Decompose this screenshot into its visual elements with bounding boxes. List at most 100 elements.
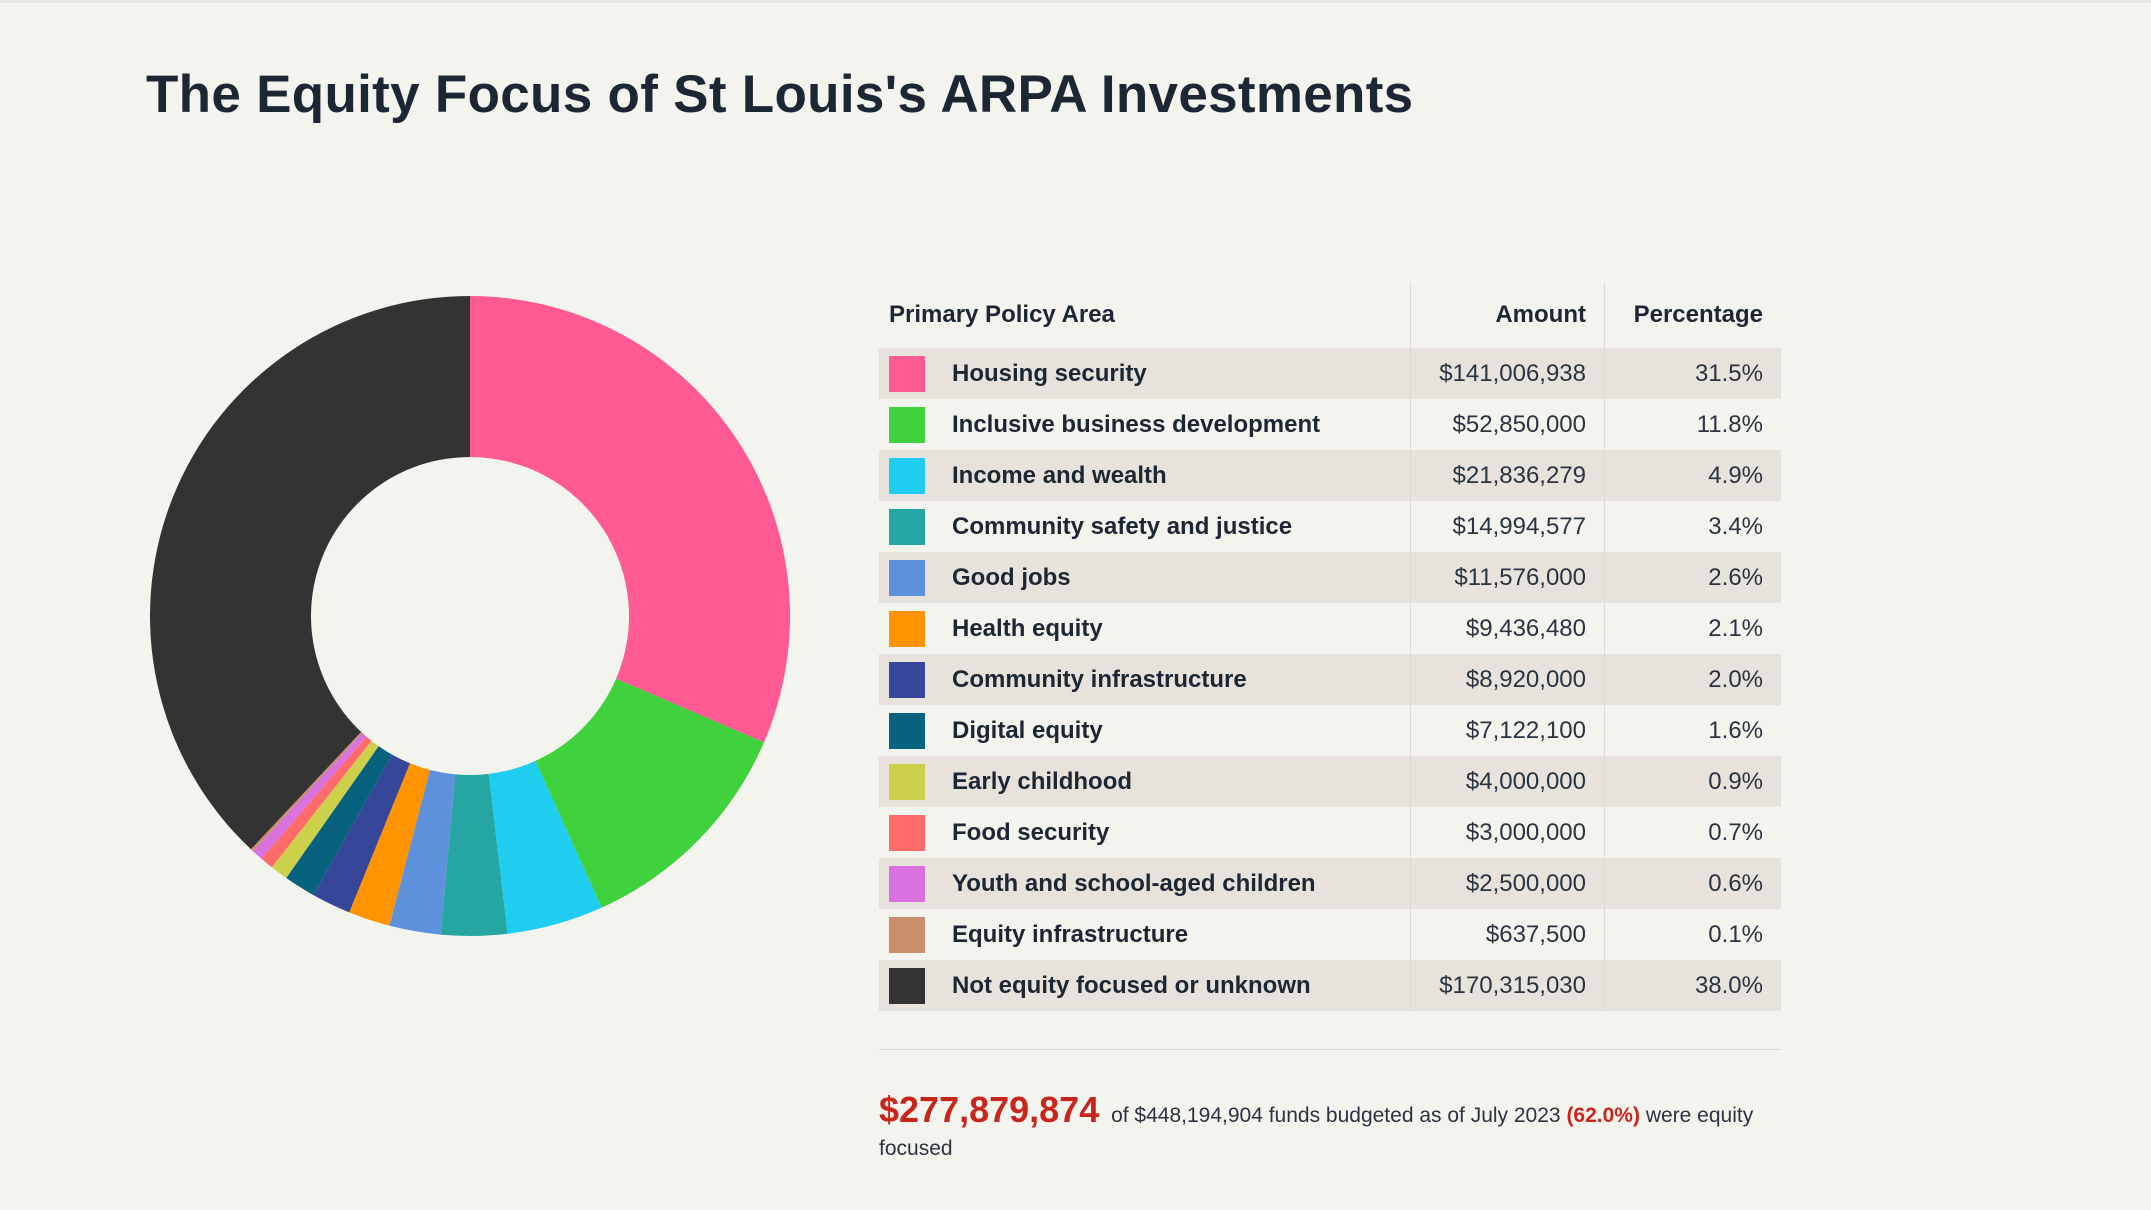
row-amount: $637,500 <box>1411 909 1605 960</box>
row-policy-area: Equity infrastructure <box>879 909 1411 960</box>
table-row: Health equity $9,436,480 2.1% <box>879 603 1781 654</box>
row-amount: $2,500,000 <box>1411 858 1605 909</box>
donut-slice <box>440 773 508 937</box>
top-border <box>0 0 2151 3</box>
donut-slice <box>253 732 367 859</box>
row-percentage: 0.7% <box>1708 819 1763 846</box>
row-percentage: 1.6% <box>1708 717 1763 744</box>
table-row: Early childhood $4,000,000 0.9% <box>879 756 1781 807</box>
legend-swatch <box>889 967 925 1004</box>
equity-total: $277,879,874 <box>879 1089 1100 1130</box>
row-percentage: 38.0% <box>1694 972 1763 999</box>
row-percentage: 2.6% <box>1708 564 1763 591</box>
legend-swatch <box>889 661 925 698</box>
row-policy-area: Community infrastructure <box>879 654 1411 705</box>
row-amount: $8,920,000 <box>1411 654 1605 705</box>
row-policy-area: Inclusive business development <box>879 399 1411 450</box>
table-row: Housing security $141,006,938 31.5% <box>879 348 1781 399</box>
table-row: Digital equity $7,122,100 1.6% <box>879 705 1781 756</box>
row-label: Housing security <box>952 359 1147 387</box>
table-row: Youth and school-aged children $2,500,000… <box>879 858 1781 909</box>
table-row: Equity infrastructure $637,500 0.1% <box>879 909 1781 960</box>
table-row: Good jobs $11,576,000 2.6% <box>879 552 1781 603</box>
row-policy-area: Income and wealth <box>879 450 1411 501</box>
row-policy-area: Not equity focused or unknown <box>879 960 1411 1011</box>
row-label: Health equity <box>952 614 1103 642</box>
donut-slice <box>271 740 379 878</box>
row-percentage: 0.1% <box>1708 921 1763 948</box>
summary-divider <box>879 1049 1781 1050</box>
table-row: Inclusive business development $52,850,00… <box>879 399 1781 450</box>
row-label: Youth and school-aged children <box>952 869 1316 897</box>
page-title: The Equity Focus of St Louis's ARPA Inve… <box>146 65 1414 124</box>
row-label: Income and wealth <box>952 461 1167 489</box>
equity-percent: (62.0%) <box>1566 1104 1640 1127</box>
row-policy-area: Community safety and justice <box>879 501 1411 552</box>
row-amount: $21,836,279 <box>1411 450 1605 501</box>
donut-slice <box>149 296 470 850</box>
row-policy-area: Youth and school-aged children <box>879 858 1411 909</box>
row-percentage: 31.5% <box>1694 360 1763 387</box>
row-label: Early childhood <box>952 767 1133 795</box>
table-row: Community safety and justice $14,994,577 3… <box>879 501 1781 552</box>
donut-slice <box>261 736 372 868</box>
row-label: Digital equity <box>952 716 1103 744</box>
donut-slice <box>488 760 602 934</box>
row-label: Inclusive business development <box>952 410 1321 438</box>
row-percentage: 3.4% <box>1708 513 1763 540</box>
legend-swatch <box>889 916 925 953</box>
legend-swatch <box>889 355 925 392</box>
row-amount: $52,850,000 <box>1411 399 1605 450</box>
row-amount: $9,436,480 <box>1411 603 1605 654</box>
row-percentage: 2.1% <box>1708 615 1763 642</box>
donut-slice <box>349 763 430 926</box>
table-row: Income and wealth $21,836,279 4.9% <box>879 450 1781 501</box>
row-label: Good jobs <box>952 563 1071 591</box>
row-amount: $4,000,000 <box>1411 756 1605 807</box>
row-policy-area: Food security <box>879 807 1411 858</box>
policy-area-table: Primary Policy Area Amount Percentage Ho… <box>879 282 1781 1011</box>
row-amount: $14,994,577 <box>1411 501 1605 552</box>
donut-chart <box>149 296 790 937</box>
row-label: Equity infrastructure <box>952 920 1189 948</box>
row-policy-area: Digital equity <box>879 705 1411 756</box>
donut-slice <box>389 769 456 935</box>
row-policy-area: Good jobs <box>879 552 1411 603</box>
row-percentage: 4.9% <box>1708 462 1763 489</box>
donut-slice <box>535 678 764 908</box>
table-row: Food security $3,000,000 0.7% <box>879 807 1781 858</box>
donut-slice <box>250 731 363 852</box>
row-amount: $141,006,938 <box>1411 348 1605 399</box>
legend-swatch <box>889 406 925 443</box>
row-amount: $7,122,100 <box>1411 705 1605 756</box>
row-percentage: 0.6% <box>1708 870 1763 897</box>
header-policy-area: Primary Policy Area <box>879 282 1411 348</box>
row-percentage: 2.0% <box>1708 666 1763 693</box>
donut-slice <box>313 754 410 913</box>
summary-text: $277,879,874 of $448,194,904 funds budge… <box>879 1092 1789 1165</box>
row-percentage: 11.8% <box>1696 411 1763 438</box>
legend-swatch <box>889 610 925 647</box>
row-label: Community infrastructure <box>952 665 1247 693</box>
row-label: Not equity focused or unknown <box>952 971 1311 999</box>
header-percentage: Percentage <box>1633 301 1763 328</box>
summary-text-before: of $448,194,904 funds budgeted as of Jul… <box>1111 1104 1561 1127</box>
row-policy-area: Housing security <box>879 348 1411 399</box>
table-body: Housing security $141,006,938 31.5% Inclusi… <box>879 348 1781 1011</box>
row-policy-area: Health equity <box>879 603 1411 654</box>
legend-swatch <box>889 814 925 851</box>
row-amount: $170,315,030 <box>1411 960 1605 1011</box>
row-label: Food security <box>952 818 1110 846</box>
summary-text-after: were equity focused <box>879 1104 1754 1160</box>
legend-swatch <box>889 865 925 902</box>
row-label: Community safety and justice <box>952 512 1293 540</box>
row-amount: $3,000,000 <box>1411 807 1605 858</box>
legend-swatch <box>889 712 925 749</box>
legend-swatch <box>889 559 925 596</box>
row-percentage: 0.9% <box>1708 768 1763 795</box>
legend-swatch <box>889 508 925 545</box>
donut-slice <box>286 746 393 895</box>
table-header: Primary Policy Area Amount Percentage <box>879 282 1781 348</box>
donut-slice <box>470 296 790 743</box>
row-policy-area: Early childhood <box>879 756 1411 807</box>
